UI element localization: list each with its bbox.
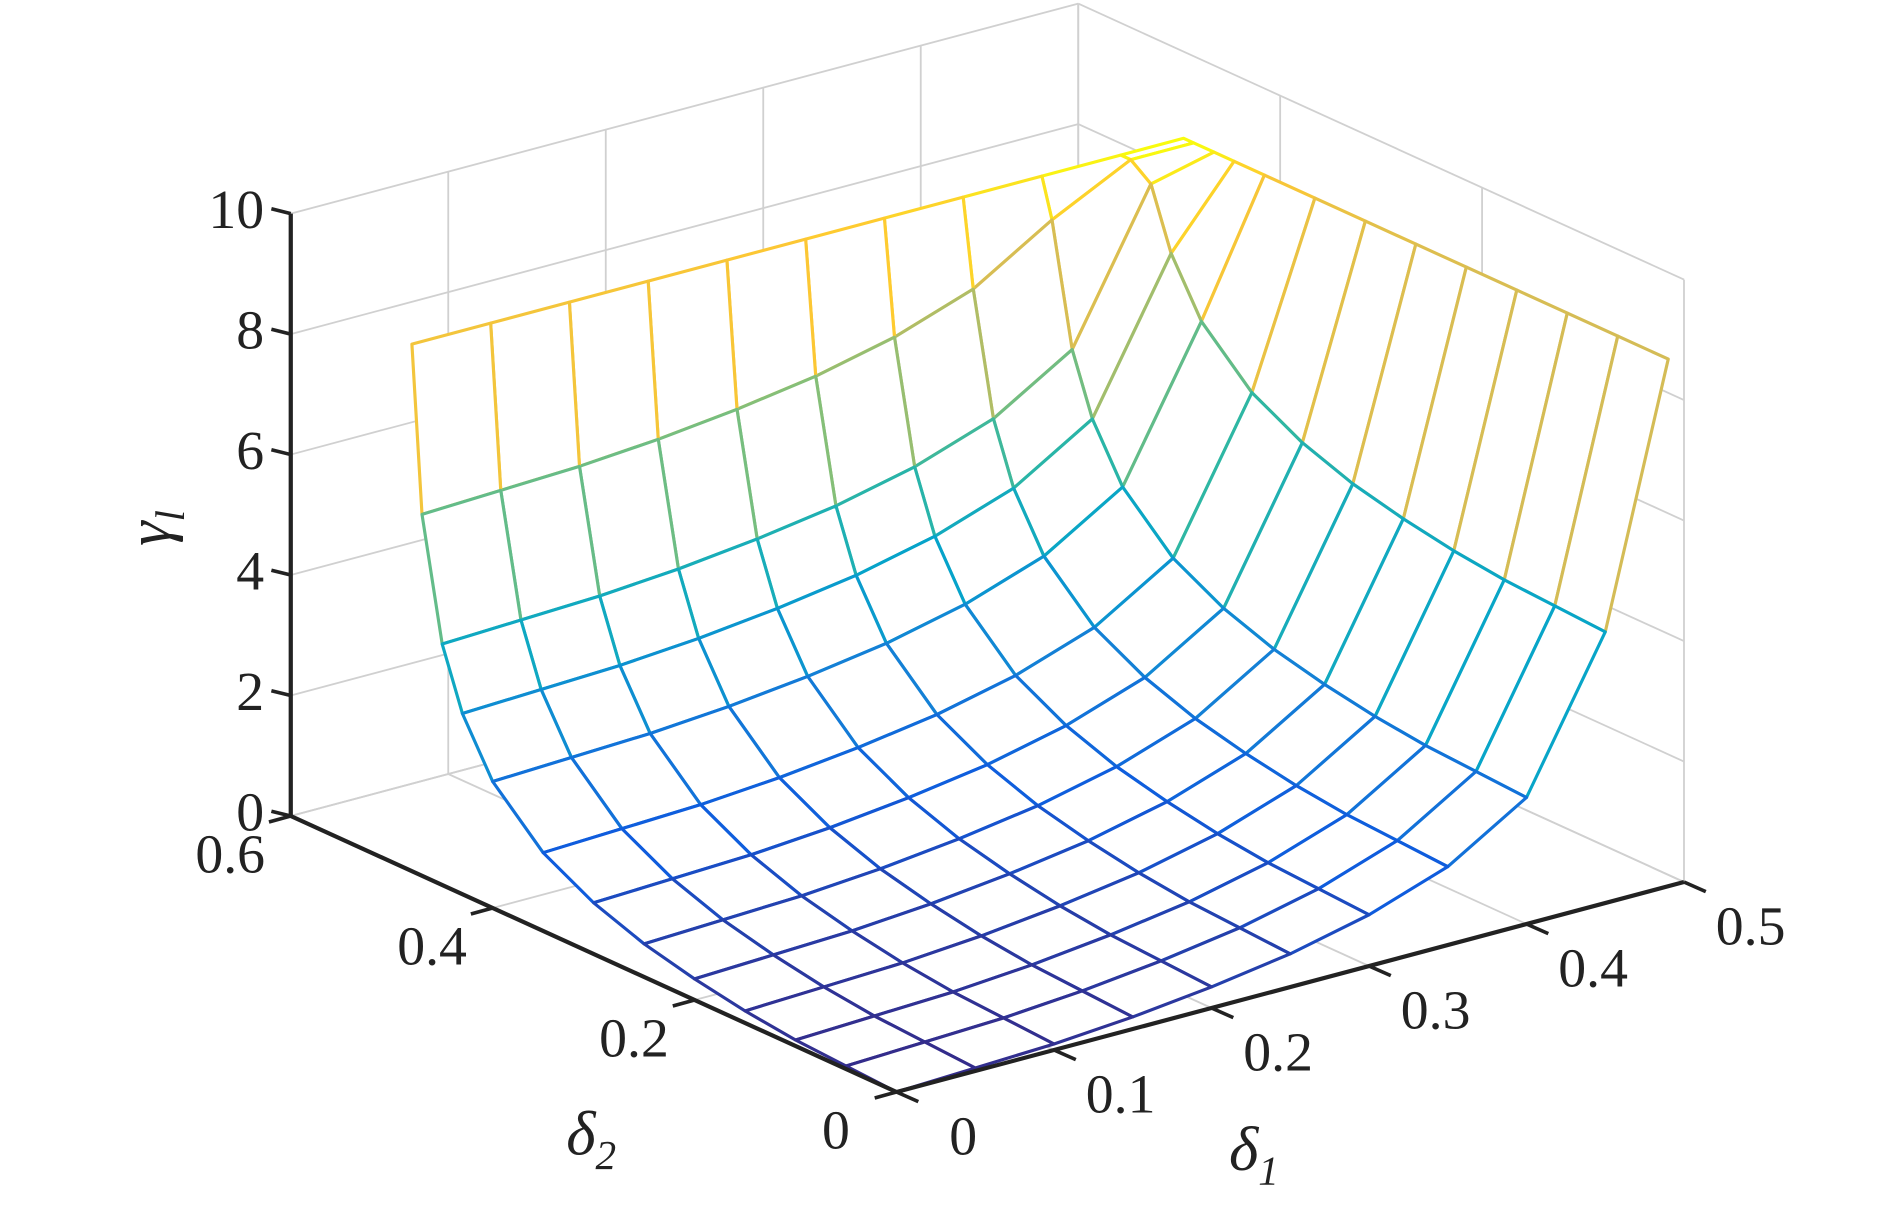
z-tick xyxy=(270,207,292,216)
z-tick xyxy=(270,688,292,698)
x-tick xyxy=(1210,1006,1235,1020)
x-tick-label: 0.3 xyxy=(1401,980,1471,1041)
mesh-cell xyxy=(410,321,503,516)
x-tick xyxy=(1368,964,1392,978)
grid-line xyxy=(290,2,1079,215)
x-tick xyxy=(1683,880,1707,894)
x-axis-label-subscript: 1 xyxy=(1258,1148,1279,1194)
y-tick-label: 0 xyxy=(822,1100,850,1161)
x-tick-label: 0 xyxy=(949,1106,977,1167)
y-axis-label-symbol: δ xyxy=(566,1099,596,1169)
z-axis-label: γl xyxy=(113,510,193,546)
y-tick-label: 0.6 xyxy=(195,824,265,885)
x-tick-label: 0.1 xyxy=(1086,1064,1156,1125)
z-tick-label: 8 xyxy=(236,300,264,361)
y-axis-label-subscript: 2 xyxy=(596,1132,617,1178)
z-axis-label-symbol: γ xyxy=(113,519,183,546)
y-tick xyxy=(268,814,292,824)
z-tick xyxy=(270,448,292,457)
y-axis xyxy=(289,814,898,1094)
z-tick-label: 4 xyxy=(236,541,264,602)
x-tick xyxy=(1053,1048,1077,1062)
x-tick-label: 0.5 xyxy=(1716,896,1786,957)
mesh-cell xyxy=(646,258,739,441)
grid-line xyxy=(290,123,1079,335)
z-tick xyxy=(270,568,292,577)
z-tick-label: 0 xyxy=(236,782,264,843)
x-tick xyxy=(1525,922,1550,936)
grid-line xyxy=(1077,2,1685,281)
x-tick xyxy=(895,1090,920,1104)
y-tick xyxy=(672,998,696,1008)
z-tick-label: 6 xyxy=(236,420,264,481)
y-tick xyxy=(874,1090,897,1100)
x-tick-label: 0.2 xyxy=(1243,1022,1313,1083)
x-axis-label: δ1 xyxy=(1229,1114,1279,1193)
x-tick-label: 0.4 xyxy=(1558,938,1628,999)
x-axis xyxy=(895,879,1685,1095)
z-tick xyxy=(270,809,292,818)
mesh-cell xyxy=(489,300,582,492)
z-axis-label-subscript: l xyxy=(147,510,193,521)
z-tick-label: 10 xyxy=(208,179,264,240)
y-axis-label: δ2 xyxy=(566,1099,616,1178)
x-axis-label-symbol: δ xyxy=(1229,1114,1259,1184)
mesh-cell xyxy=(567,279,660,468)
y-tick-label: 0.2 xyxy=(599,1008,669,1069)
y-tick xyxy=(470,906,494,916)
z-tick-label: 2 xyxy=(236,661,264,722)
z-tick xyxy=(270,327,292,336)
y-tick-label: 0.4 xyxy=(397,916,467,977)
